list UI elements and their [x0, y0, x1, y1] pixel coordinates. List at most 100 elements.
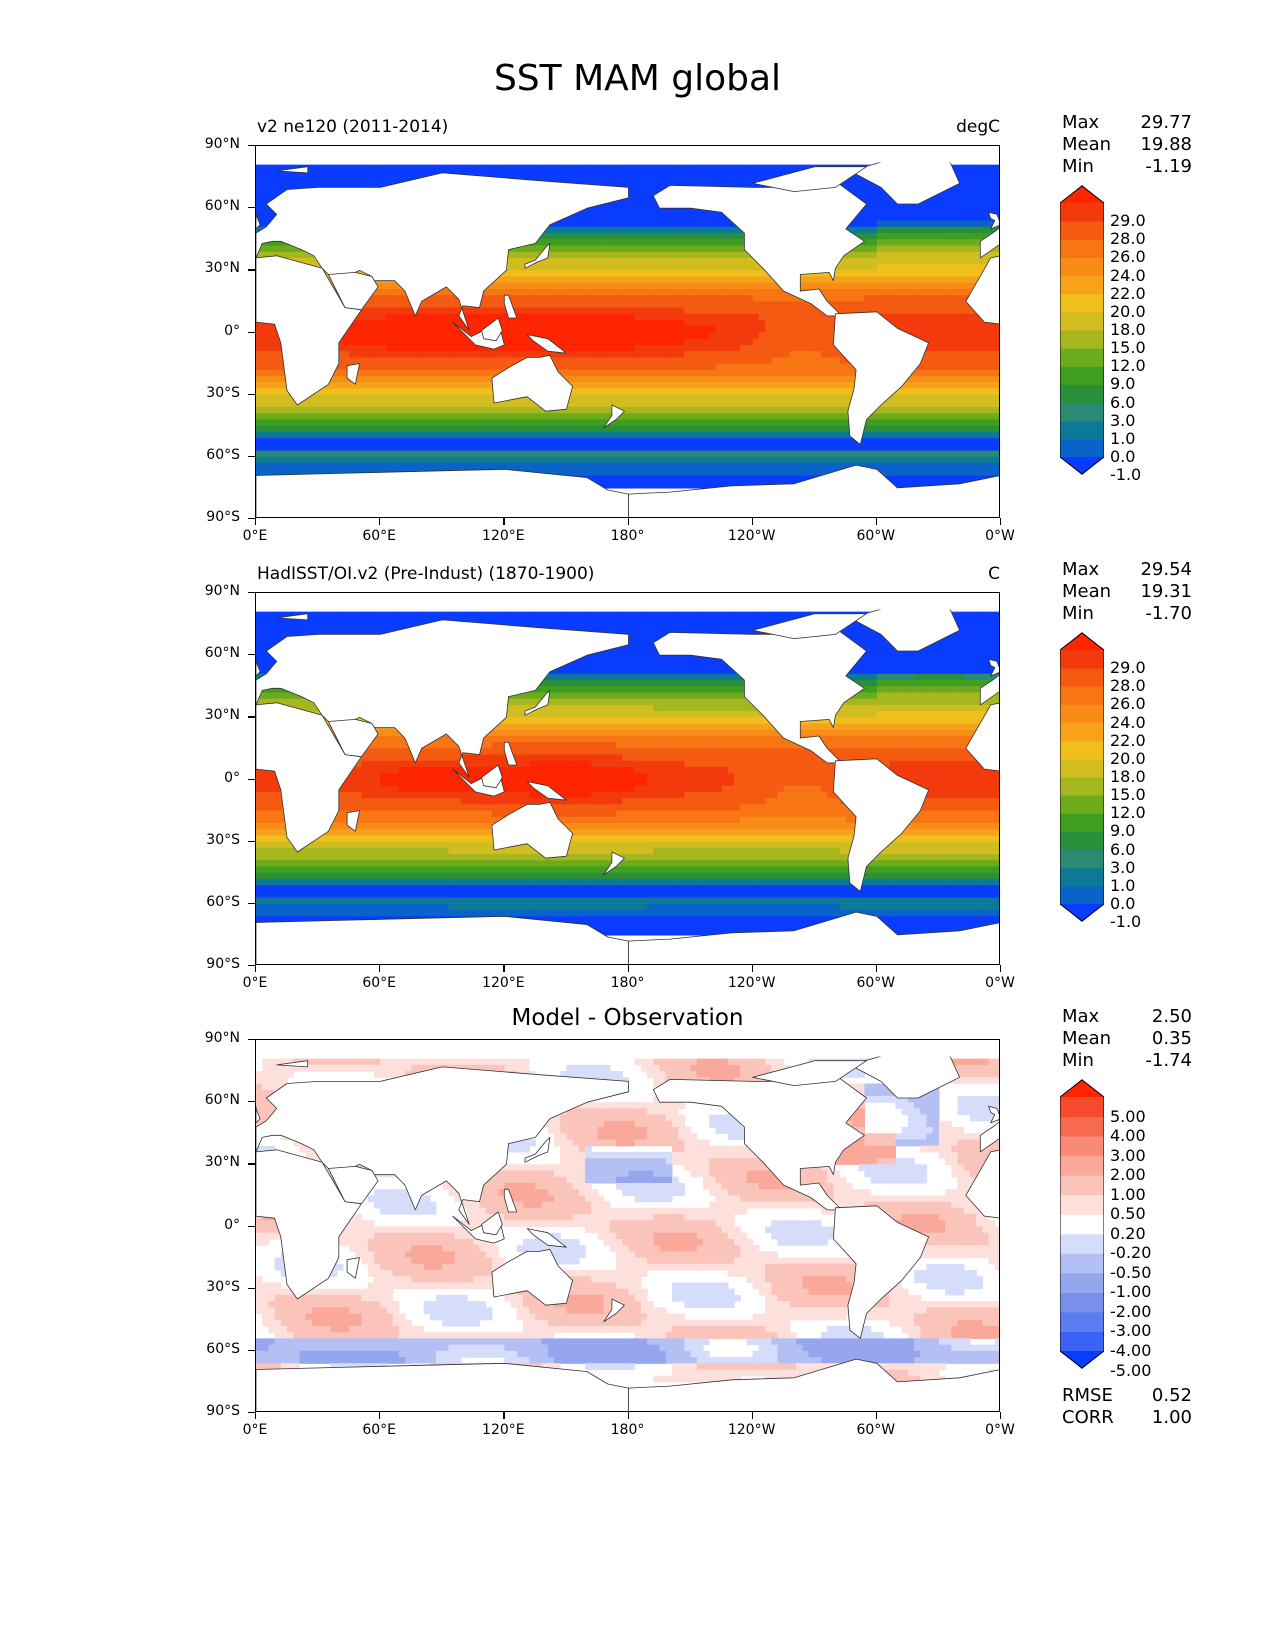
landmass-antarctica	[256, 468, 629, 517]
landmass-newguinea	[526, 334, 567, 354]
stat-value: -1.74	[1145, 1050, 1192, 1071]
lat-tick-label: 30°N	[204, 1154, 240, 1171]
lon-tick-label: 60°W	[856, 975, 896, 991]
landmass-antarctica_w	[628, 911, 999, 964]
colorbar-label: 26.0	[1110, 694, 1146, 714]
lat-tick-label: 0°	[224, 769, 240, 786]
landmass-nz	[603, 404, 625, 429]
landmass-antarctica_w	[628, 1358, 999, 1411]
stat-row: Max 29.77	[1062, 112, 1192, 134]
panel-units-label: degC	[956, 117, 1000, 137]
stat-label: Mean	[1062, 581, 1112, 602]
stat-value: 0.52	[1151, 1385, 1192, 1406]
colorbar-swatch	[1060, 311, 1104, 331]
stat-label: CORR	[1062, 1407, 1114, 1428]
landmass-uk	[256, 658, 999, 677]
stat-value: 19.31	[1140, 581, 1192, 602]
landmass-arabia_fix	[328, 719, 379, 758]
lon-tick	[627, 965, 629, 972]
stats-block: Max 29.54 Mean 19.31 Min -1.70	[1062, 559, 1192, 625]
colorbar-swatch	[1060, 1233, 1104, 1254]
colorbar-label: -1.00	[1110, 1282, 1152, 1302]
colorbar-label: 3.0	[1110, 857, 1136, 877]
land-masses	[256, 1040, 999, 1411]
lon-tick-label: 120°E	[482, 975, 525, 991]
colorbar-swatch	[1060, 885, 1104, 905]
landmass-north_america	[652, 1074, 867, 1211]
lat-tick-label: 60°S	[206, 446, 240, 463]
lat-tick	[248, 393, 255, 395]
colorbar-label: 0.20	[1110, 1223, 1146, 1243]
colorbar-label: 29.0	[1110, 658, 1146, 678]
lon-tick	[627, 1412, 629, 1419]
lon-tick	[503, 965, 505, 972]
stat-value: -1.70	[1145, 603, 1192, 624]
lat-tick	[248, 654, 255, 656]
colorbar-label: -1.0	[1110, 912, 1142, 932]
colorbar-swatch	[1060, 293, 1104, 313]
colorbar-swatch	[1060, 704, 1104, 724]
landmass-south_america	[833, 1205, 929, 1339]
landmass-antarctica	[256, 1362, 629, 1411]
lat-tick	[248, 1287, 255, 1289]
colorbar-label: 9.0	[1110, 374, 1136, 394]
lat-tick	[248, 1039, 255, 1041]
landmass-philippines	[503, 1188, 518, 1213]
colorbar-label: 15.0	[1110, 338, 1146, 358]
panel-left-title: v2 ne120 (2011-2014)	[257, 117, 449, 137]
colorbar-swatch	[1060, 1272, 1104, 1293]
colorbar-swatch	[1060, 813, 1104, 832]
lat-tick	[248, 840, 255, 842]
lat-tick	[248, 1101, 255, 1103]
landmass-indonesia1	[452, 1215, 505, 1244]
colorbar-swatch	[1060, 1175, 1104, 1196]
landmass-borneo	[481, 317, 503, 342]
landmass-africa	[256, 1149, 999, 1300]
lat-tick-label: 60°S	[206, 1340, 240, 1357]
lon-tick	[751, 965, 753, 972]
colorbar-label: 12.0	[1110, 356, 1146, 376]
landmass-indonesia1	[452, 768, 505, 797]
lat-tick	[248, 778, 255, 780]
lat-tick-label: 60°N	[204, 1092, 240, 1109]
stat-label: Max	[1062, 559, 1100, 580]
lon-tick-label: 0°W	[985, 528, 1015, 544]
lon-tick	[1000, 1412, 1002, 1419]
stat-value: 0.35	[1151, 1028, 1192, 1049]
colorbar-swatch	[1060, 1136, 1104, 1157]
lon-tick-label: 120°W	[727, 528, 776, 544]
landmass-africa	[256, 255, 999, 406]
stat-row: Min -1.74	[1062, 1050, 1192, 1072]
colorbar-label: 0.0	[1110, 894, 1136, 913]
colorbar-swatch	[1060, 777, 1104, 796]
lon-tick-label: 120°W	[727, 975, 776, 991]
lat-tick	[248, 145, 255, 147]
map-obs	[255, 592, 1000, 965]
panel-left-title: HadISST/OI.v2 (Pre-Indust) (1870-1900)	[257, 564, 595, 584]
lat-tick	[248, 902, 255, 905]
lat-tick-label: 30°S	[206, 1278, 240, 1295]
colorbar-swatch	[1060, 1292, 1104, 1313]
colorbar-label: 18.0	[1110, 320, 1146, 339]
colorbar-label: 3.00	[1110, 1145, 1146, 1165]
colorbar-label: 1.0	[1110, 428, 1136, 448]
colorbar-label: 22.0	[1110, 283, 1146, 303]
stat-value: 29.77	[1140, 112, 1192, 133]
landmass-africa	[256, 702, 999, 853]
colorbar-swatch	[1060, 366, 1104, 385]
lat-tick	[248, 965, 255, 967]
lon-tick-label: 60°E	[362, 975, 396, 991]
lon-tick	[255, 965, 257, 972]
landmass-north_america	[652, 180, 867, 317]
landmass-south_america	[833, 311, 929, 445]
colorbar-label: 9.0	[1110, 821, 1136, 841]
colorbar-label: 28.0	[1110, 676, 1146, 696]
lat-tick	[248, 518, 255, 520]
colorbar-label: 26.0	[1110, 247, 1146, 267]
colorbar-swatch	[1060, 384, 1104, 404]
lon-tick-label: 120°E	[482, 1422, 525, 1438]
colorbar-label: -3.00	[1110, 1321, 1152, 1341]
colorbar-label: 18.0	[1110, 767, 1146, 786]
stat-label: Min	[1062, 1050, 1094, 1071]
lon-tick	[255, 1412, 257, 1419]
